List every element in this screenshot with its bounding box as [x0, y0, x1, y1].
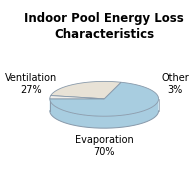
Text: Ventilation
27%: Ventilation 27% — [5, 73, 57, 95]
Polygon shape — [50, 96, 104, 99]
Text: Other
3%: Other 3% — [161, 73, 189, 95]
Polygon shape — [50, 99, 158, 128]
Title: Indoor Pool Energy Loss
Characteristics: Indoor Pool Energy Loss Characteristics — [24, 11, 184, 41]
Polygon shape — [51, 81, 121, 99]
Text: Evaporation
70%: Evaporation 70% — [75, 135, 133, 157]
Polygon shape — [50, 82, 158, 116]
